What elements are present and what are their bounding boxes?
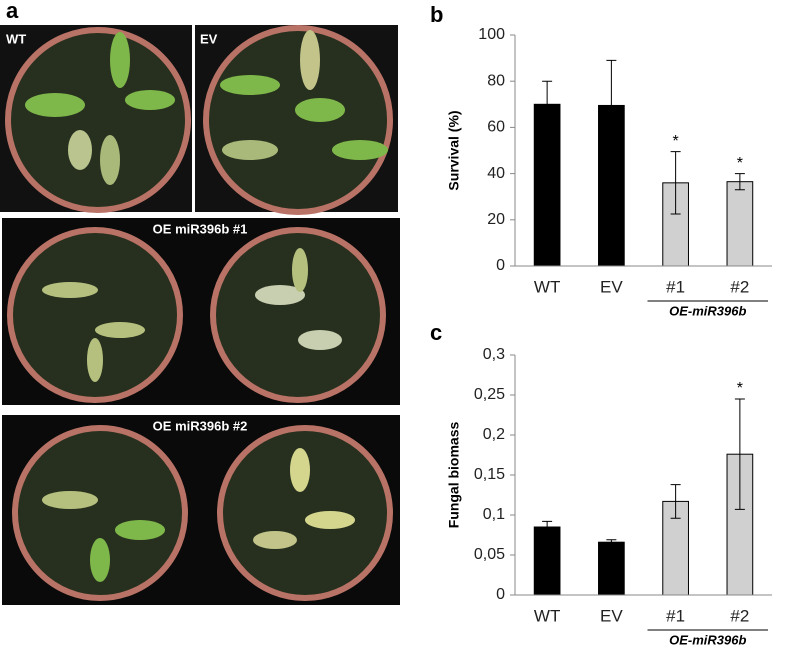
y-axis-label: Fungal biomass (446, 422, 462, 529)
bar (533, 103, 561, 267)
error-bar (606, 539, 617, 546)
bar (726, 181, 754, 267)
x-tick-label: #2 (730, 277, 749, 296)
plant (25, 32, 175, 185)
pot (7, 227, 183, 403)
photo-label: OE miR396b #2 (153, 418, 248, 433)
y-axis-label: Survival (%) (446, 110, 462, 190)
y-tick-label: 0,1 (483, 506, 505, 523)
group-label: OE-miR396b (669, 303, 746, 318)
y-tick-label: 20 (487, 211, 505, 228)
significance: * (737, 155, 743, 172)
error-bar (542, 80, 553, 128)
bar (598, 541, 625, 596)
x-tick-label: WT (534, 606, 560, 625)
x-tick-label: #2 (730, 606, 749, 625)
y-tick-label: 0 (496, 586, 505, 603)
pot (210, 227, 386, 403)
bar (533, 526, 561, 596)
x-tick-label: EV (600, 277, 623, 296)
y-tick-label: 80 (487, 72, 505, 89)
error-bar (670, 151, 681, 215)
x-tick-label: WT (534, 277, 560, 296)
y-tick-label: 0,05 (474, 546, 505, 563)
pot (12, 425, 188, 601)
y-tick-label: 0 (496, 257, 505, 274)
photo-label: EV (200, 31, 218, 46)
plant (42, 448, 355, 582)
photo-label: WT (6, 31, 26, 46)
y-tick-label: 0,15 (474, 466, 505, 483)
error-bar (606, 59, 617, 151)
significance: * (673, 133, 679, 150)
panel-label: b (430, 2, 443, 27)
error-bar (734, 398, 745, 510)
plant (42, 248, 342, 382)
error-bar (670, 484, 681, 519)
group-label: OE-miR396b (669, 632, 746, 647)
error-bar (734, 173, 745, 191)
pot (217, 425, 393, 601)
y-tick-label: 100 (478, 26, 505, 43)
panel-label: a (6, 0, 19, 23)
y-tick-label: 0,2 (483, 426, 505, 443)
x-tick-label: EV (600, 606, 623, 625)
y-tick-label: 60 (487, 119, 505, 136)
photo-label: OE miR396b #1 (153, 221, 248, 236)
x-tick-label: #1 (666, 277, 685, 296)
x-tick-label: #1 (666, 606, 685, 625)
pot (5, 27, 191, 213)
pot (203, 25, 393, 215)
y-tick-label: 0,25 (474, 386, 505, 403)
y-tick-label: 0,3 (483, 346, 505, 363)
y-tick-label: 40 (487, 165, 505, 182)
panel-label: c (430, 320, 442, 345)
plant (220, 30, 388, 160)
error-bar (542, 520, 553, 534)
photos: WT EV OE miR396b #1 OE miR396b #2 (0, 25, 400, 605)
significance: * (737, 380, 743, 397)
